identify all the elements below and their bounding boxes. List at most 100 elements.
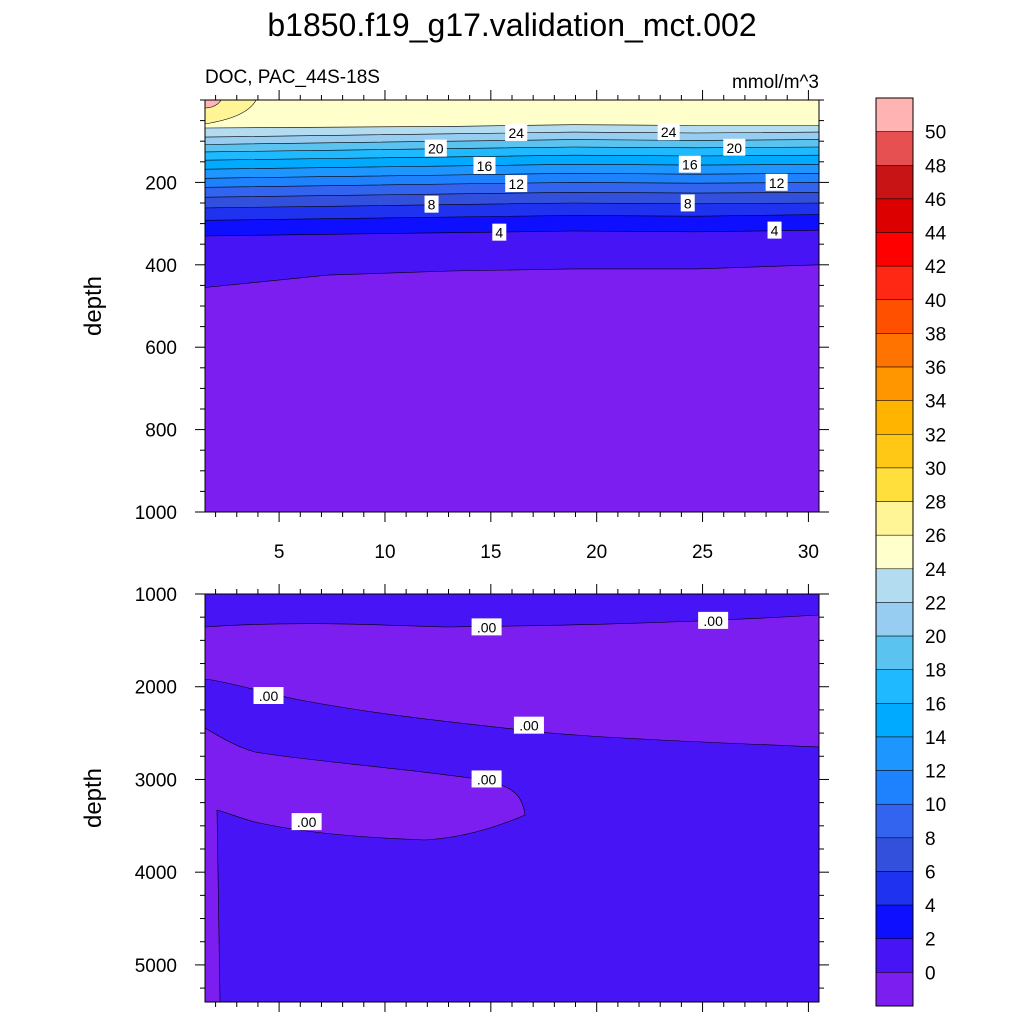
y-tick-label: 600 — [145, 338, 177, 359]
colorbar-label: 32 — [925, 425, 946, 446]
lower-axis-ticks: 1000 2000 3000 4000 5000 — [135, 584, 829, 1012]
contour-fill-4 — [205, 214, 819, 236]
colorbar-label: 12 — [925, 762, 946, 783]
colorbar-swatch — [875, 265, 914, 301]
contour-fill-18 — [205, 147, 819, 161]
y-tick-label: 400 — [145, 256, 177, 277]
isoline-20 — [205, 146, 819, 153]
contour-label: 24 — [508, 125, 524, 141]
contour-label-box — [767, 221, 782, 239]
colorbar-swatch — [875, 534, 914, 570]
contour-label-box — [253, 687, 284, 704]
isoline-18 — [205, 154, 819, 161]
colorbar-swatch — [875, 602, 914, 637]
colorbar-label: 36 — [925, 358, 946, 379]
contour-label-box — [424, 195, 439, 213]
colorbar-swatch — [875, 837, 914, 872]
colorbar-swatch — [875, 972, 914, 1007]
colorbar-label: 4 — [925, 896, 936, 917]
contour-fill-8 — [205, 192, 819, 208]
upper-contour-fills — [205, 100, 819, 512]
colorbar-swatch — [875, 333, 914, 368]
colorbar-label: 50 — [925, 123, 946, 144]
x-tick-label: 5 — [274, 542, 285, 563]
contour-label: .00 — [703, 613, 723, 629]
x-tick-label: 30 — [798, 542, 819, 563]
lower-panel: .00.00.00.00.00.00 10002000300040005000 … — [80, 584, 829, 1012]
colorbar-label: 24 — [925, 560, 947, 581]
colorbar-label: 6 — [925, 862, 936, 883]
colorbar: 5048464442403836343230282624222018161412… — [875, 97, 947, 1007]
x-tick-label: 20 — [586, 542, 607, 563]
colorbar-swatch — [875, 131, 914, 166]
contour-fill-14 — [205, 164, 819, 179]
contour-fill-28 — [205, 100, 257, 125]
contour-fill-30 — [205, 100, 222, 109]
colorbar-label: 20 — [925, 627, 946, 648]
contour-label-box — [723, 138, 746, 156]
y-tick-label: 800 — [145, 421, 177, 442]
upper-axis-ticks: 200 400 600 800 1000 5 10 15 20 25 30 — [135, 90, 829, 563]
colorbar-swatch — [875, 165, 914, 200]
lower-band-lower — [205, 728, 525, 1002]
y-tick-label: 2000 — [135, 678, 177, 699]
contour-label: 12 — [769, 175, 785, 191]
y-tick-label: 5000 — [135, 956, 177, 977]
colorbar-swatch — [875, 400, 914, 435]
isoline-28 — [205, 100, 257, 125]
contour-fill-26 — [205, 100, 819, 128]
contour-fill-2 — [205, 230, 819, 288]
contour-label-box — [492, 223, 507, 241]
contour-label: 12 — [508, 176, 524, 192]
colorbar-frame — [875, 97, 914, 1007]
colorbar-swatch — [875, 803, 914, 839]
x-tick-label: 25 — [692, 542, 713, 563]
colorbar-label: 38 — [925, 324, 946, 345]
colorbar-label: 46 — [925, 190, 946, 211]
isoline-14 — [205, 172, 819, 179]
contour-label: 8 — [684, 195, 692, 211]
isoline-16 — [205, 163, 819, 170]
upper-y-axis-label: depth — [80, 276, 107, 336]
colorbar-swatch — [875, 770, 914, 805]
upper-contour-labels: 24 24 20 20 16 16 12 12 8 8 4 4 — [424, 123, 788, 241]
colorbar-label: 34 — [925, 392, 947, 413]
colorbar-swatch — [875, 97, 914, 132]
colorbar-label: 28 — [925, 493, 946, 514]
contour-label-box — [698, 611, 729, 629]
isoline-4 — [205, 229, 819, 237]
colorbar-swatch — [875, 669, 914, 704]
chart-title: b1850.f19_g17.validation_mct.002 — [267, 7, 756, 43]
colorbar-swatch — [875, 299, 914, 334]
colorbar-label: 0 — [925, 963, 936, 984]
contour-label-box — [765, 173, 788, 191]
colorbar-label: 40 — [925, 291, 946, 312]
y-tick-label: 4000 — [135, 863, 177, 884]
colorbar-label: 30 — [925, 459, 946, 480]
contour-label-box — [291, 813, 322, 831]
colorbar-label: 48 — [925, 156, 946, 177]
contour-fill-16 — [205, 155, 819, 170]
contour-label-box — [513, 716, 544, 734]
colorbar-swatch — [875, 568, 914, 603]
x-tick-label: 10 — [374, 542, 395, 563]
isoline-6 — [205, 214, 819, 221]
colorbar-swatch — [875, 904, 914, 939]
left-subtitle: DOC, PAC_44S-18S — [205, 67, 380, 88]
y-tick-label: 1000 — [135, 585, 177, 606]
contour-label-box — [471, 618, 502, 636]
isoline-8 — [205, 202, 819, 209]
lower-y-axis-label: depth — [80, 768, 107, 828]
contour-label-box — [471, 770, 502, 788]
lower-contour-labels: .00 .00 .00 .00 .00 .00 — [253, 611, 729, 831]
isoline-10 — [205, 191, 819, 198]
colorbar-label: 26 — [925, 526, 946, 547]
colorbar-label: 10 — [925, 795, 946, 816]
contour-label: .00 — [297, 814, 317, 830]
colorbar-swatch — [875, 434, 914, 469]
contour-label: 4 — [495, 225, 503, 241]
y-tick-label: 3000 — [135, 770, 177, 791]
units-subtitle: mmol/m^3 — [732, 72, 819, 93]
colorbar-label: 16 — [925, 694, 946, 715]
